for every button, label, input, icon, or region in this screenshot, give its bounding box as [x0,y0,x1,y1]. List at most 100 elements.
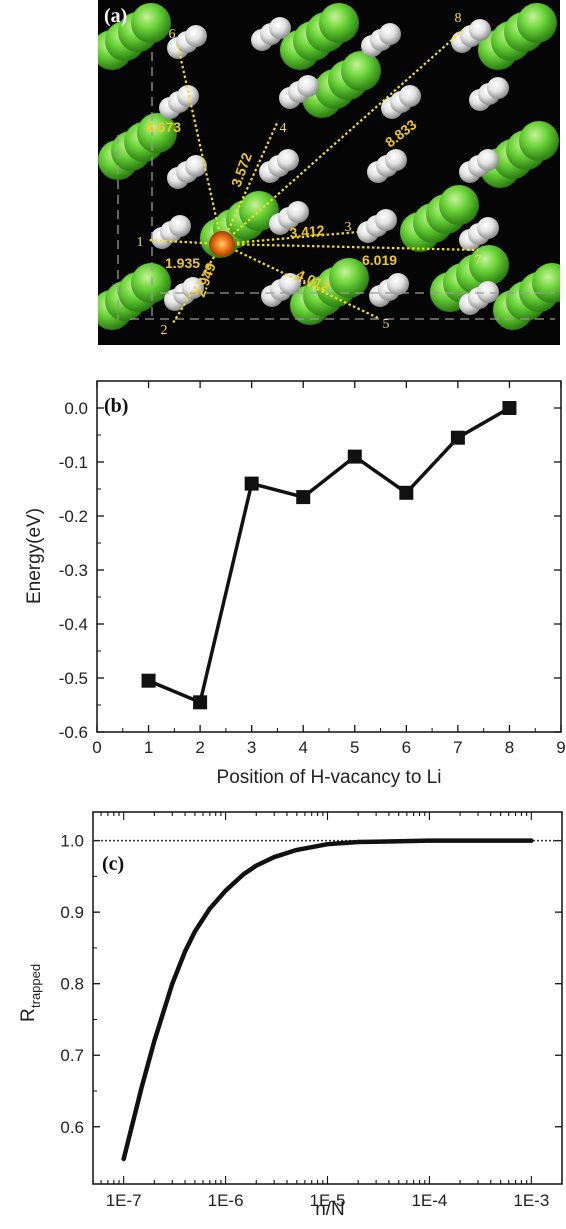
distance-value-site-3: 3.412 [289,222,326,241]
panel-c-data-point [296,849,298,851]
unit-cell-outline [117,52,555,320]
panel-c-y-tick-label: 0.9 [60,903,84,922]
panel-b-markers [141,401,517,710]
panel-c-y-axis-title-main: R [18,1008,39,1022]
panel-c-data-point [242,873,245,876]
panel-c-data-point [326,843,329,845]
site-number-2: 2 [161,323,168,338]
li-atom [469,245,509,285]
h-atom [379,23,401,45]
panel-c-data-point [140,1086,143,1089]
panel-b-y-tick-label: -0.2 [59,507,88,526]
panel-c-data-point [357,841,359,843]
h-atom [469,19,491,41]
panel-b-marker-position-1 [141,673,156,688]
panel-b-ticks: 0 1 2 3 4 5 6 7 8 9 -0.6 -0.5 -0.4 -0.3 -0.2 -0.1 0.0 [59,381,566,757]
h-atom [169,215,191,237]
panel-b-x-tick-label: 4 [298,738,307,757]
panel-c-frame [92,811,563,1185]
site-number-3: 3 [345,220,352,235]
panel-a-label: (a) [104,5,127,27]
h-atom [399,85,421,107]
h-atom [185,155,207,177]
panel-b-y-tick-label: -0.3 [59,561,88,580]
panel-b-x-tick-label: 7 [453,738,462,757]
panel-c-data-point [273,856,276,858]
h-atom [387,273,409,295]
distance-lines [146,29,479,324]
h-atom [269,17,291,39]
panel-c-ticks: 1E-7 1E-6 1E-5 1E-4 1E-3 0.6 0.7 0.8 0.9 1.0 [60,812,563,1210]
panel-b-y-tick-label: -0.4 [59,615,88,634]
panel-b-x-tick-label: 8 [505,738,514,757]
li-vacancy-center [209,231,235,257]
distance-value-site-1: 1.935 [165,255,200,271]
distance-line-site-5 [221,243,379,319]
site-number-6: 6 [169,27,176,42]
h-atom [477,217,499,239]
panel-c-data-point [255,864,258,867]
distance-line-site-2 [172,243,223,324]
panel-c-data-point [428,839,431,842]
panel-c-x-tick-label: 1E-5 [310,1191,346,1210]
h-atom [385,149,407,171]
panel-c-x-tick-label: 1E-4 [411,1191,447,1210]
panel-b-x-tick-label: 2 [195,738,204,757]
panel-c-data-point [224,889,227,892]
panel-c-series-line [121,838,534,1162]
panel-c-x-tick-label: 1E-3 [513,1191,549,1210]
panel-b-y-tick-label: 0.0 [64,399,88,418]
h-atom [477,281,499,303]
li-atom [137,113,177,153]
site-number-4: 4 [280,121,287,136]
panel-b-x-tick-label: 3 [247,738,256,757]
panel-c-data-point [530,839,533,842]
panel-c-x-tick-label: 1E-6 [208,1191,244,1210]
panel-b-y-tick-label: -0.6 [59,723,88,742]
h-atom [375,209,397,231]
panel-b-frame [96,380,562,733]
panel-c-data-point [171,982,174,985]
h-atom [287,201,309,223]
panel-c-data-point [194,930,196,933]
panel-c-data-point [122,1158,125,1160]
li-atom [319,3,359,43]
panel-c-data-point [209,907,211,910]
panel-c-data-point [153,1040,156,1042]
site-number-7: 7 [475,253,482,268]
li-atom [131,3,171,43]
distance-value-site-6: 4.673 [146,119,181,135]
panel-b-energy-chart: 0 1 2 3 4 5 6 7 8 9 -0.6 -0.5 -0.4 -0.3 -0.2 -0.1 0.0 (b… [24,380,566,788]
panel-b-marker-position-8 [502,401,517,415]
panel-b-y-tick-label: -0.1 [59,453,88,472]
atom-lattice [98,3,560,330]
panel-b-series-line [147,406,511,705]
h-atom [185,25,207,47]
panel-c-y-tick-label: 0.6 [60,1118,84,1137]
li-atom [517,3,557,43]
h-atom [277,149,299,171]
li-atom [439,185,479,225]
site-number-5: 5 [383,317,390,332]
panel-b-marker-position-4 [296,490,311,505]
panel-b-marker-position-3 [244,476,259,491]
panel-b-x-tick-label: 9 [556,738,565,757]
panel-b-x-tick-label: 6 [402,738,411,757]
site-number-8: 8 [455,11,462,26]
panel-c-y-axis-title-sub: trapped [28,964,43,1008]
panel-c-x-tick-label: 1E-7 [106,1191,142,1210]
panel-b-label: (b) [104,395,128,417]
panel-c-data-point [184,950,186,953]
panel-b-y-axis-title: Energy(eV) [24,508,45,604]
panel-c-y-tick-label: 0.7 [60,1046,84,1065]
panel-b-marker-position-7 [450,430,465,445]
panel-c-y-tick-label: 0.8 [60,975,84,994]
distance-value-site-7: 6.019 [362,252,397,268]
panel-b-marker-position-5 [347,449,362,464]
li-atom [329,258,369,298]
panel-c-y-axis-title: R trapped [18,964,43,1022]
h-atom [297,75,319,97]
site-number-1: 1 [137,235,144,250]
panel-c-y-tick-label: 1.0 [60,832,84,851]
